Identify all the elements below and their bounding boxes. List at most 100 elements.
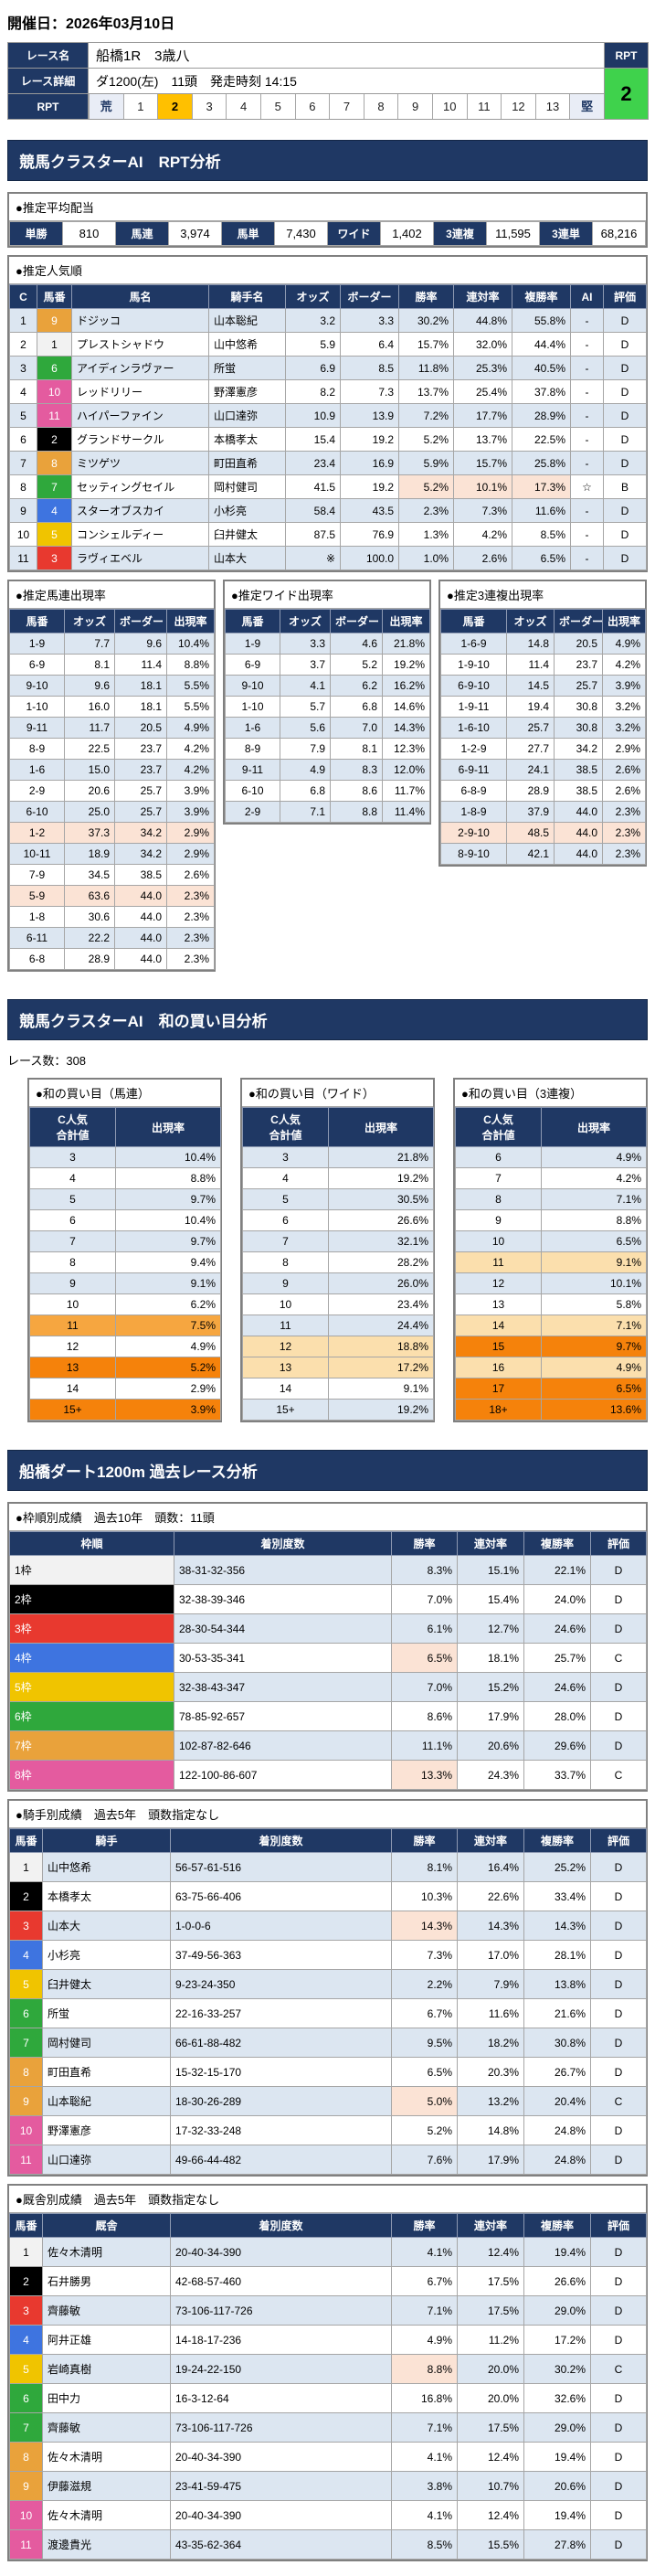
- table-row: 7 32.1%: [242, 1230, 434, 1252]
- jockey-name: 小杉亮: [208, 498, 286, 523]
- column-header: 厩舎: [42, 2213, 171, 2238]
- frame-number: 1枠: [9, 1555, 174, 1585]
- table-row: 9-11 11.7 20.5 4.9%: [9, 717, 215, 739]
- column-header: 馬名: [71, 284, 209, 309]
- payout-value: 11,595: [486, 221, 540, 246]
- rating: D: [590, 1969, 647, 1999]
- table-row: 1-6-10 25.7 30.8 3.2%: [440, 717, 646, 739]
- column-header: 勝率: [391, 2213, 458, 2238]
- jockey-row: 6 所蛍 22-16-33-257 6.7% 11.6% 21.6% D: [9, 1998, 647, 2028]
- column-header: ボーダー: [114, 609, 167, 633]
- quinella-rate: 15.2%: [457, 1672, 524, 1702]
- show-rate: 33.4%: [523, 1881, 591, 1911]
- show-rate: 29.0%: [523, 2295, 591, 2326]
- win-rate: 8.3%: [391, 1555, 458, 1585]
- frame-number: 2枠: [9, 1584, 174, 1614]
- occurrence-rate: 26.0%: [328, 1272, 434, 1294]
- finish-record: 42-68-57-460: [170, 2266, 392, 2296]
- column-header: 着別度数: [170, 1828, 392, 1853]
- table-row: 3 10.4%: [29, 1146, 221, 1168]
- occurrence-rate: 2.9%: [166, 843, 215, 865]
- horse-row: 7 8 ミツゲツ 町田直希 23.4 16.9 5.9% 15.7% 25.8%…: [9, 451, 647, 475]
- win-rate: 6.7%: [391, 1998, 458, 2028]
- popularity-title: ●推定人気順: [9, 257, 646, 284]
- win-rate: 7.6%: [391, 2145, 458, 2175]
- occurrence-rate: 13.6%: [541, 1399, 647, 1421]
- stable-name: 伊藤滋規: [42, 2471, 171, 2501]
- rpt-scale: 荒 1 2 3 4 5 6 7 8 9 10 11 12 13 堅: [88, 93, 605, 120]
- horse-number: 11: [9, 2529, 43, 2560]
- rating: D: [603, 427, 647, 452]
- occurrence-rate: 3.9%: [602, 675, 646, 697]
- jockey-name: 野澤憲彦: [42, 2115, 171, 2145]
- rating: D: [603, 498, 647, 523]
- odds-value: 3.2: [285, 308, 341, 333]
- popularity-sum: 3: [29, 1146, 116, 1168]
- jockey-stats-box: ●騎手別成績 過去5年 頭数指定なし 馬番 騎手 着別度数 勝率 連対率 複勝率 評価 1 …: [7, 1799, 648, 2177]
- odds-value: 4.9: [280, 759, 331, 781]
- table-row: 1-2 37.3 34.2 2.9%: [9, 822, 215, 844]
- quinella-rate: 20.3%: [457, 2057, 524, 2087]
- stable-row: 11 渡邊貴光 43-35-62-364 8.5% 15.5% 27.8% D: [9, 2529, 647, 2560]
- border-value: 44.0: [114, 906, 167, 928]
- section-title-past-analysis: 船橋ダート1200m 過去レース分析: [7, 1450, 648, 1491]
- show-rate: 25.8%: [512, 451, 571, 475]
- popularity-rank: 7: [9, 451, 37, 475]
- wide-occurrence-title: ●推定ワイド出現率: [225, 581, 429, 609]
- jockey-row: 11 山口達弥 49-66-44-482 7.6% 17.9% 24.8% D: [9, 2145, 647, 2175]
- occurrence-rate: 14.3%: [382, 717, 430, 739]
- win-rate: 7.3%: [391, 1940, 458, 1970]
- odds-value: 15.0: [64, 759, 115, 781]
- odds-value: 37.9: [506, 801, 555, 823]
- occurrence-rate: 19.2%: [328, 1399, 434, 1421]
- quinella-rate: 17.5%: [457, 2295, 524, 2326]
- occurrence-rate: 5.2%: [115, 1357, 221, 1378]
- jockey-name: 野澤憲彦: [208, 379, 286, 404]
- payout-bet-type-label: 単勝: [9, 221, 63, 246]
- win-rate: 7.1%: [391, 2412, 458, 2443]
- combination: 6-9-11: [440, 759, 507, 781]
- horse-number: 9: [37, 308, 72, 333]
- popularity-sum: 7: [29, 1230, 116, 1252]
- trio-occurrence-table: 馬番 オッズ ボーダー 出現率 1-6-9 14.8 20.5 4.9% 1-9-10…: [440, 609, 646, 865]
- table-row: 6 26.6%: [242, 1209, 434, 1231]
- wa-wide-table: C人気 合計値 出現率 3 21.8% 4 19.2% 5 30.5% 6 26.…: [242, 1107, 434, 1421]
- horse-number: 2: [37, 427, 72, 452]
- table-row: 1-6 5.6 7.0 14.3%: [225, 717, 430, 739]
- column-header: 出現率: [541, 1107, 647, 1147]
- popularity-rank: 10: [9, 522, 37, 547]
- horse-name: プレストシャドウ: [71, 332, 209, 357]
- border-value: 23.7: [554, 654, 603, 676]
- odds-value: 6.9: [285, 356, 341, 380]
- finish-record: 30-53-35-341: [174, 1643, 392, 1673]
- table-row: 7 9.7%: [29, 1230, 221, 1252]
- popularity-sum: 4: [242, 1167, 329, 1189]
- horse-number: 3: [9, 2295, 43, 2326]
- column-header: ボーダー: [340, 284, 399, 309]
- occurrence-rate: 9.1%: [328, 1378, 434, 1400]
- horse-row: 11 3 ラヴィエベル 山本大 ※ 100.0 1.0% 2.6% 6.5% -…: [9, 546, 647, 570]
- occurrence-rate: 11.4%: [382, 801, 430, 823]
- combination: 8-9-10: [440, 843, 507, 865]
- show-rate: 6.5%: [512, 546, 571, 570]
- border-value: 30.8: [554, 717, 603, 739]
- popularity-sum: 10: [455, 1230, 542, 1252]
- horse-number: 1: [9, 2237, 43, 2267]
- border-value: 76.9: [340, 522, 399, 547]
- occurrence-rate: 7.5%: [115, 1315, 221, 1336]
- border-value: 34.2: [114, 822, 167, 844]
- sum-label-line1: C人気: [483, 1113, 513, 1126]
- quinella-rate: 13.7%: [453, 427, 512, 452]
- column-header: AI: [570, 284, 604, 309]
- odds-value: 28.9: [64, 948, 115, 970]
- frame-row: 2枠 32-38-39-346 7.0% 15.4% 24.0% D: [9, 1584, 647, 1614]
- quinella-rate: 25.3%: [453, 356, 512, 380]
- combination: 1-6: [9, 759, 65, 781]
- jockey-name: 山本聡紀: [42, 2086, 171, 2116]
- quinella-rate: 25.4%: [453, 379, 512, 404]
- popularity-sum: 11: [29, 1315, 116, 1336]
- jockey-row: 1 山中悠希 56-57-61-516 8.1% 16.4% 25.2% D: [9, 1852, 647, 1882]
- show-rate: 22.5%: [512, 427, 571, 452]
- border-value: 38.5: [114, 864, 167, 886]
- jockey-name: 臼井健太: [208, 522, 286, 547]
